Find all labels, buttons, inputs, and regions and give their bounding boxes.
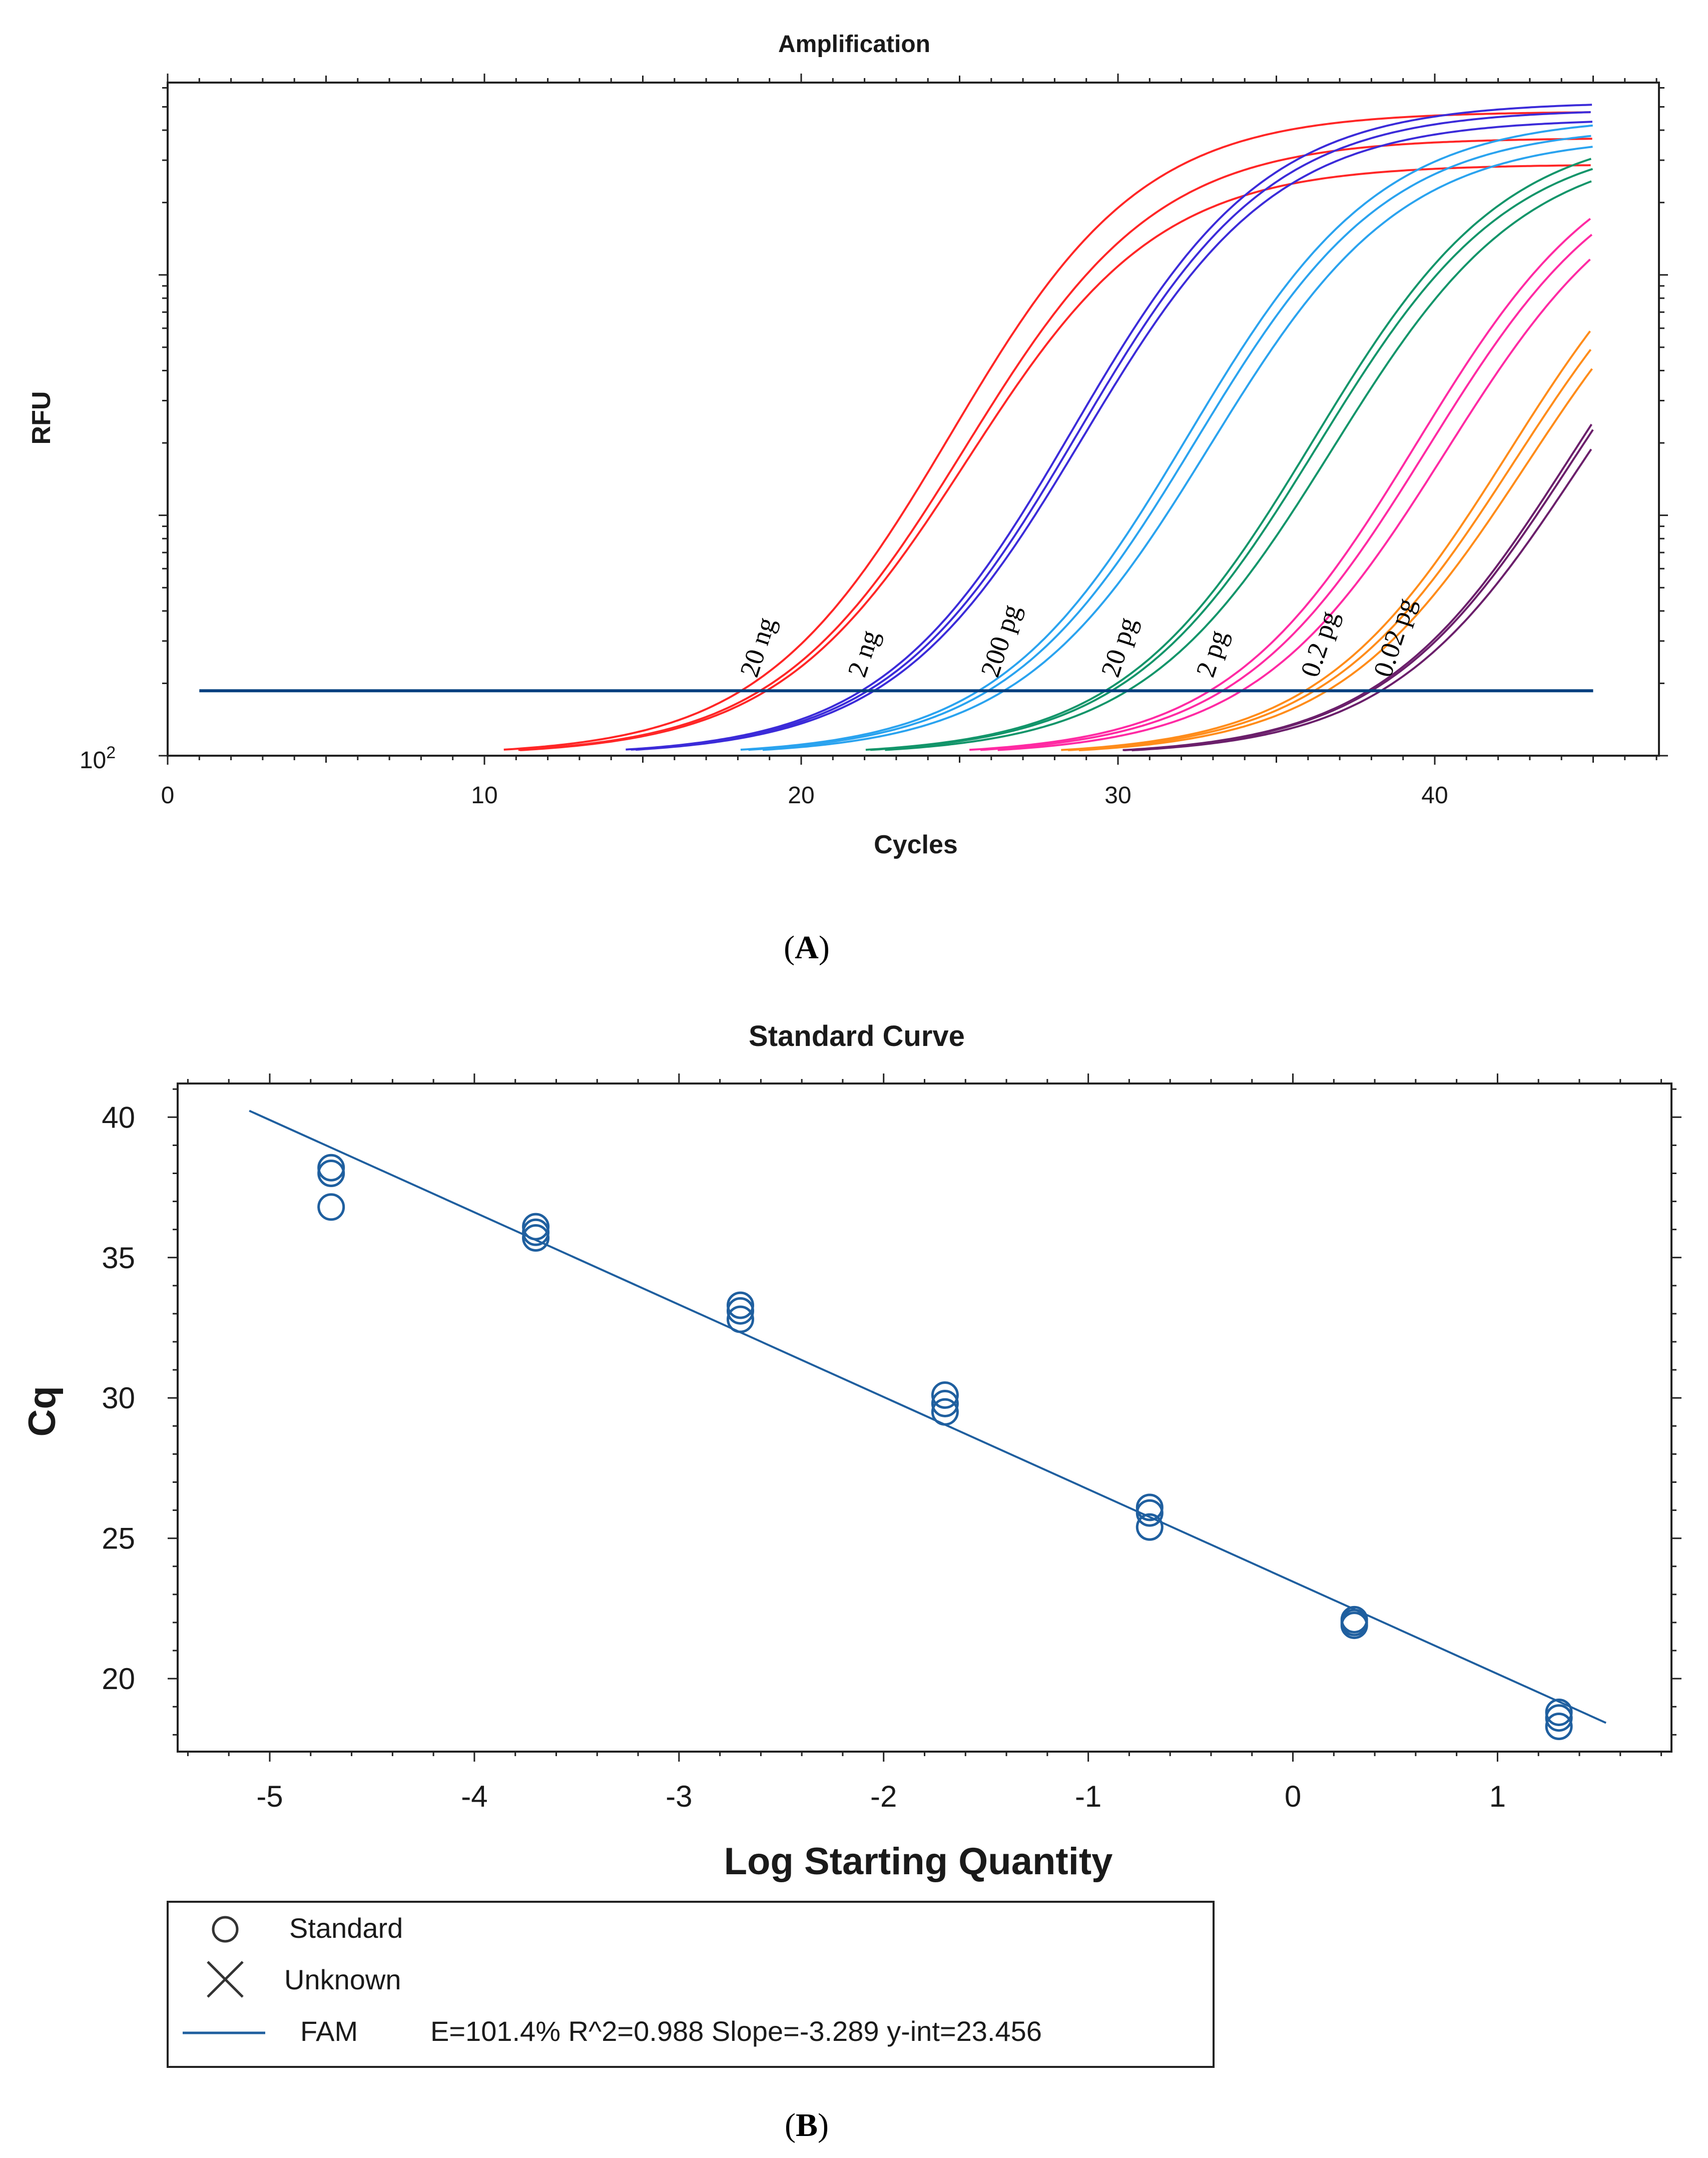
standard-point-5 — [522, 1224, 550, 1252]
legend-fit-stats: E=101.4% R^2=0.988 Slope=-3.289 y-int=23… — [430, 2015, 1042, 2047]
standard-point-9 — [931, 1381, 959, 1409]
amplification-curve-5-2 — [1078, 368, 1593, 752]
panel-b-x-axis-label: Log Starting Quantity — [724, 1840, 1113, 1883]
amplification-curve-5-0 — [1061, 330, 1591, 751]
amplification-curve-2-1 — [748, 135, 1591, 751]
panel-b-caption: (B) — [785, 2107, 829, 2143]
amplification-curve-3-1 — [870, 168, 1593, 751]
amplification-curve-6-1 — [1124, 429, 1594, 751]
panel-a-caption: (A) — [784, 929, 830, 966]
panel-a-y-origin-base: 10 — [80, 747, 106, 774]
legend-standard-label: Standard — [289, 1912, 403, 1944]
x-tick-label: -2 — [870, 1780, 897, 1813]
x-tick-label: -5 — [256, 1780, 283, 1813]
amplification-curve-2-2 — [762, 146, 1593, 751]
standard-point-1 — [317, 1154, 345, 1182]
legend-box — [167, 1901, 1215, 2068]
legend: Standard Unknown FAM E=101.4% R^2=0.988 … — [167, 1901, 1215, 2068]
panel-a-plot-area — [503, 104, 1594, 752]
panel-b: Standard Curve -5 -4 -3 -2 -1 0 1 20 25 30 35 40 L… — [21, 1020, 1681, 2143]
y-tick-label: 20 — [102, 1662, 135, 1696]
standard-point-19 — [1545, 1704, 1573, 1732]
panel-a-y-origin-exponent: 2 — [106, 743, 116, 762]
standard-point-17 — [1340, 1611, 1368, 1640]
amplification-curve-1-0 — [626, 104, 1592, 751]
standard-point-11 — [931, 1398, 959, 1426]
panel-a-frame — [167, 82, 1660, 757]
y-tick-label: 40 — [102, 1101, 135, 1134]
amplification-curve-3-0 — [865, 158, 1592, 751]
panel-a-y-origin-label: 102 — [80, 743, 116, 774]
y-tick-label: 25 — [102, 1522, 135, 1555]
panel-a-title: Amplification — [778, 31, 930, 58]
standard-point-8 — [726, 1305, 754, 1333]
legend-unknown-label: Unknown — [284, 1964, 401, 1995]
legend-unknown-marker-icon — [207, 1961, 244, 1998]
y-tick-label: 35 — [102, 1241, 135, 1275]
x-tick-label: 30 — [1104, 782, 1131, 809]
amplification-curve-1-1 — [631, 111, 1591, 751]
amplification-curve-0-1 — [518, 138, 1592, 751]
legend-standard-marker-icon — [212, 1916, 239, 1943]
standard-point-7 — [726, 1297, 754, 1325]
x-tick-label: -3 — [666, 1780, 692, 1813]
y-tick-label: 30 — [102, 1381, 135, 1415]
standard-point-20 — [1545, 1713, 1573, 1741]
x-tick-label: 40 — [1421, 782, 1448, 809]
standard-point-2 — [317, 1193, 345, 1221]
amplification-curve-4-2 — [997, 258, 1591, 751]
panel-a-x-axis: 0 10 20 30 40 — [161, 74, 1657, 809]
panel-a-y-axis-label: RFU — [27, 391, 56, 445]
panel-b-points — [317, 1154, 1573, 1741]
panel-a: Amplification 20 ng 2 ng 200 pg 20 pg 2 pg 0.… — [27, 31, 1668, 966]
x-tick-label: 0 — [1285, 1780, 1301, 1813]
panel-a-y-axis — [159, 87, 1668, 757]
amplification-curve-0-0 — [503, 111, 1590, 751]
x-tick-label: -4 — [461, 1780, 487, 1813]
panel-a-x-axis-label: Cycles — [874, 830, 958, 859]
amplification-curve-6-2 — [1131, 448, 1592, 752]
x-tick-label: 10 — [471, 782, 497, 809]
amplification-curve-1-2 — [636, 121, 1592, 751]
amplification-curve-0-2 — [519, 164, 1591, 751]
amplification-curve-3-2 — [885, 180, 1592, 751]
panel-b-y-axis: 20 25 30 35 40 — [102, 1088, 1681, 1736]
panel-b-letter: B — [796, 2107, 818, 2143]
x-tick-label: 20 — [788, 782, 814, 809]
x-tick-label: 1 — [1489, 1780, 1506, 1813]
amplification-curve-2-0 — [740, 124, 1593, 751]
panel-a-letter: A — [795, 929, 819, 966]
panel-b-title: Standard Curve — [749, 1020, 965, 1052]
fit-line — [249, 1110, 1606, 1724]
legend-fit-label: FAM — [300, 2015, 358, 2047]
panel-b-x-axis: -5 -4 -3 -2 -1 0 1 — [187, 1073, 1662, 1813]
amplification-curve-5-1 — [1068, 349, 1592, 751]
panel-b-y-axis-label: Cq — [21, 1386, 64, 1436]
amplification-curve-4-1 — [980, 234, 1593, 751]
standard-point-10 — [931, 1389, 959, 1417]
standard-point-14 — [1135, 1513, 1164, 1541]
amplification-curve-4-0 — [969, 218, 1591, 751]
x-tick-label: -1 — [1075, 1780, 1101, 1813]
standard-point-13 — [1135, 1499, 1164, 1527]
x-tick-label: 0 — [161, 782, 175, 809]
